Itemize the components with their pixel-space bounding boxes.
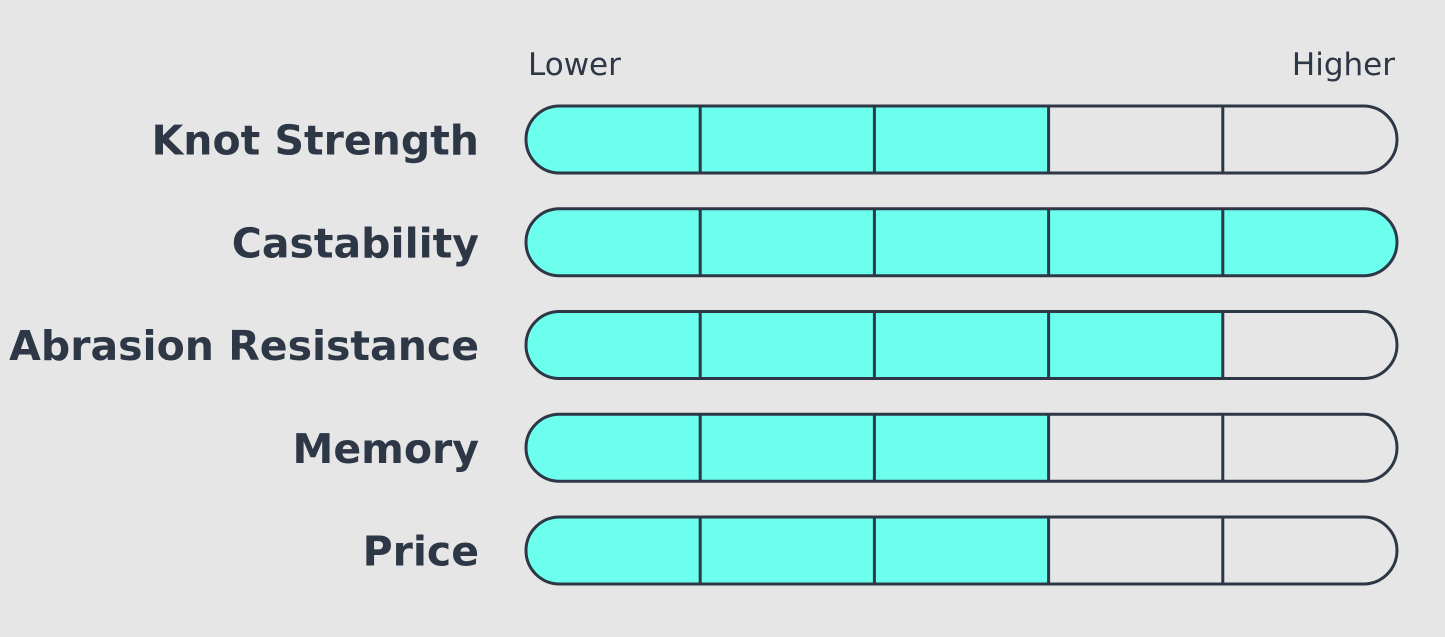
rating-segment-filled xyxy=(526,517,701,584)
rating-segment-empty xyxy=(1222,106,1397,173)
rating-segment-filled xyxy=(1048,311,1223,379)
row-label: Memory xyxy=(293,425,479,473)
row-label: Abrasion Resistance xyxy=(9,322,479,370)
rating-segment-filled xyxy=(526,208,701,276)
rating-segment-filled xyxy=(526,414,701,482)
rating-rows: Knot Strength Castability Abrasion Resista… xyxy=(9,104,1399,586)
rating-segment-empty xyxy=(1222,311,1397,379)
rating-bar-outline xyxy=(524,515,1399,586)
rating-segment-filled xyxy=(874,208,1049,276)
rating-segment-filled xyxy=(526,311,701,379)
rating-segment-empty xyxy=(1222,414,1397,482)
rating-row-abrasion-resistance: Abrasion Resistance xyxy=(9,310,1399,380)
row-label: Knot Strength xyxy=(152,117,479,165)
rating-segment-filled xyxy=(700,311,875,379)
rating-segment-filled xyxy=(1222,208,1397,276)
rating-segment-filled xyxy=(700,517,875,584)
rating-row-knot-strength: Knot Strength xyxy=(152,104,1399,175)
rating-bar-outline xyxy=(524,104,1399,175)
rating-segment-empty xyxy=(1222,517,1397,584)
rating-segment-empty xyxy=(1048,517,1223,584)
rating-bar-outline xyxy=(524,310,1399,380)
rating-segment-filled xyxy=(700,414,875,482)
rating-segment-filled xyxy=(874,311,1049,379)
rating-segment-filled xyxy=(700,106,875,173)
scale-max-label: Higher xyxy=(1292,47,1395,83)
row-label: Castability xyxy=(232,219,479,267)
rating-segment-filled xyxy=(874,106,1049,173)
rating-row-memory: Memory xyxy=(293,412,1399,483)
rating-bar-outline xyxy=(524,207,1399,278)
rating-segment-filled xyxy=(1048,208,1223,276)
rating-row-castability: Castability xyxy=(232,207,1399,278)
rating-segment-filled xyxy=(874,414,1049,482)
rating-bar-outline xyxy=(524,412,1399,483)
scale-min-label: Lower xyxy=(528,47,621,83)
rating-segment-filled xyxy=(874,517,1049,584)
rating-segment-empty xyxy=(1048,414,1223,482)
rating-segment-filled xyxy=(526,106,701,173)
rating-row-price: Price xyxy=(363,515,1399,586)
rating-segment-filled xyxy=(700,208,875,276)
row-label: Price xyxy=(363,528,479,576)
rating-segment-empty xyxy=(1048,106,1223,173)
